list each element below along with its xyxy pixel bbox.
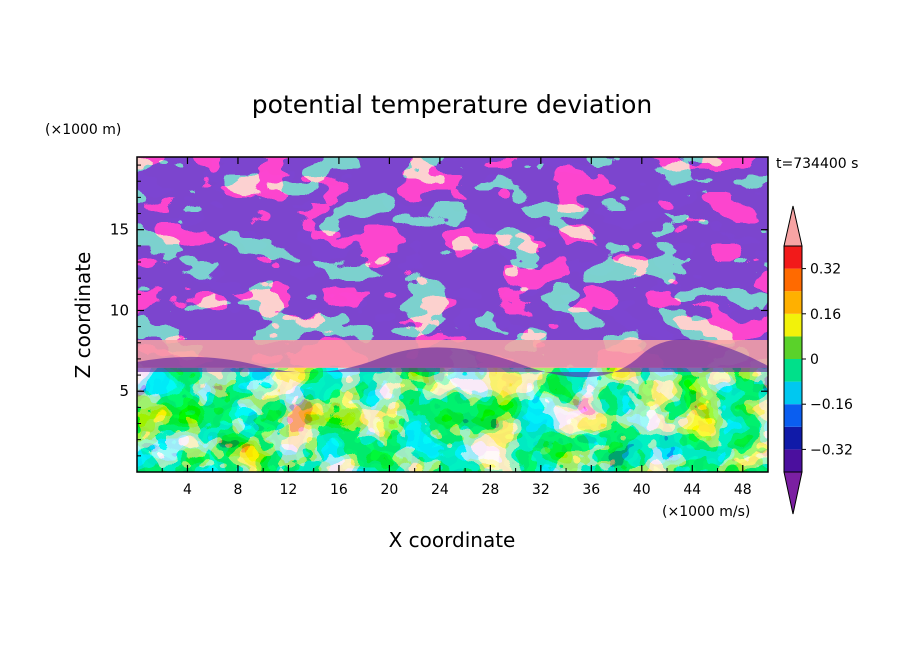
x-tick-label: 36 xyxy=(582,482,600,498)
colorbar-tick-label: −0.32 xyxy=(810,442,853,458)
chart-title: potential temperature deviation xyxy=(252,90,652,119)
x-tick-label: 4 xyxy=(183,482,192,498)
colorbar-tick-label: 0 xyxy=(810,352,819,368)
time-label: t=734400 s xyxy=(776,156,858,172)
contour-field xyxy=(137,157,768,472)
colorbar-band xyxy=(784,449,802,472)
x-tick-label: 32 xyxy=(532,482,550,498)
x-tick-label: 16 xyxy=(330,482,348,498)
colorbar-band xyxy=(784,246,802,269)
x-axis: 4 8 12 16 20 24 28 32 36 40 44 48 xyxy=(161,157,752,498)
colorbar-tick-label: 0.16 xyxy=(810,307,841,323)
x-tick-label: 24 xyxy=(431,482,449,498)
y-tick-label: 10 xyxy=(110,301,129,319)
y-axis-title: Z coordinate xyxy=(71,252,95,379)
x-axis-title: X coordinate xyxy=(389,528,516,552)
colorbar-over-triangle xyxy=(783,205,803,247)
colorbar-band xyxy=(784,426,802,450)
colorbar-under-triangle xyxy=(783,471,803,515)
x-tick-label: 20 xyxy=(380,482,398,498)
x-tick-label: 44 xyxy=(683,482,701,498)
colorbar-tick-label: −0.16 xyxy=(810,397,853,413)
colorbar-band xyxy=(784,336,802,359)
y-tick-label: 5 xyxy=(119,382,129,400)
x-tick-label: 8 xyxy=(233,482,242,498)
y-axis: 5 10 15 xyxy=(110,164,768,457)
colorbar-band xyxy=(784,381,802,405)
x-tick-label: 28 xyxy=(481,482,499,498)
colorbar-band xyxy=(784,268,802,292)
colorbar-tick-label: 0.32 xyxy=(810,262,841,278)
x-tick-label: 40 xyxy=(633,482,651,498)
colorbar: 0.32 0.16 0 −0.16 −0.32 xyxy=(783,205,853,515)
x-tick-label: 48 xyxy=(734,482,752,498)
colorbar-band xyxy=(784,404,802,427)
colorbar-band xyxy=(784,359,802,382)
y-tick-label: 15 xyxy=(110,221,129,239)
y-unit-label: (×1000 m) xyxy=(45,122,121,138)
x-unit-label: (×1000 m/s) xyxy=(662,504,750,520)
colorbar-band xyxy=(784,291,802,314)
x-tick-label: 12 xyxy=(280,482,298,498)
colorbar-band xyxy=(784,313,802,337)
plot-frame xyxy=(136,156,769,473)
